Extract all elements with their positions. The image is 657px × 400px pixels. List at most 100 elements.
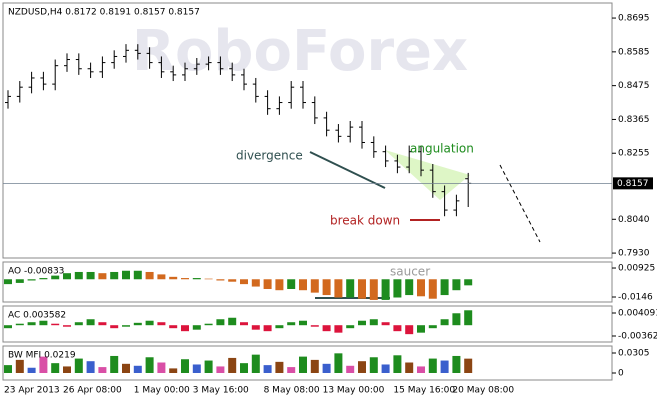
bar (98, 322, 107, 326)
bar (417, 279, 425, 297)
bar (63, 325, 71, 327)
bar (310, 359, 319, 373)
bar (369, 319, 378, 326)
y-tick-label: 0.8585 (618, 47, 650, 57)
bar (358, 361, 366, 373)
projection-line (499, 164, 541, 243)
y-tick-label: 0.004091 (618, 309, 657, 319)
bar (251, 354, 260, 373)
bar (133, 322, 142, 326)
bar (464, 358, 473, 373)
y-tick-label: -0.00362 (618, 332, 657, 342)
bar (145, 271, 154, 280)
bar (464, 310, 473, 326)
angulation-area (385, 150, 470, 200)
bar (4, 325, 12, 329)
bar (86, 361, 95, 373)
y-tick-label: 0.8475 (618, 81, 650, 91)
x-tick-label: 8 May 08:00 (264, 386, 320, 396)
bar (440, 279, 449, 296)
bar (275, 361, 284, 373)
bar (204, 323, 213, 326)
y-tick-label: 0.8040 (618, 215, 650, 225)
bar (287, 367, 296, 373)
panel (2, 261, 613, 303)
bar (133, 270, 142, 280)
y-tick-label: -0.0146 (618, 293, 653, 303)
bar (228, 357, 237, 373)
bar (27, 279, 36, 281)
panel (2, 345, 613, 381)
bar (86, 319, 95, 326)
y-tick-label: 0.8365 (618, 115, 650, 125)
annotation: divergence (236, 149, 303, 163)
x-tick-label: 13 May 00:00 (323, 386, 385, 396)
bar (240, 279, 248, 285)
bar (27, 367, 36, 373)
bar (181, 325, 189, 332)
bar (405, 279, 414, 296)
bar (157, 322, 166, 326)
bar (440, 319, 449, 326)
panel-title: AO -0.00833 (8, 267, 64, 277)
bar (74, 322, 83, 326)
bar (51, 275, 60, 280)
bar (240, 322, 248, 326)
bar (263, 365, 272, 373)
bar (4, 279, 12, 285)
bar (381, 364, 390, 373)
bar (4, 365, 12, 373)
x-tick-label: 1 May 00:00 (134, 386, 190, 396)
annotation: saucer (390, 265, 430, 279)
bar (157, 274, 166, 280)
bar (216, 366, 225, 373)
bar (192, 364, 201, 373)
bar (369, 279, 378, 300)
bar (39, 356, 48, 373)
bar (15, 359, 24, 373)
y-tick-label: 0.8255 (618, 149, 650, 159)
bar (417, 325, 425, 333)
bar (192, 278, 201, 280)
bar (381, 322, 390, 326)
bar (110, 325, 119, 329)
bar (334, 279, 343, 298)
bar (405, 362, 414, 373)
bar (27, 322, 36, 326)
bar (299, 279, 307, 291)
bar (393, 325, 402, 332)
bar (275, 325, 284, 329)
bar (452, 279, 461, 291)
bar (417, 366, 425, 373)
bar (74, 271, 83, 280)
bar (299, 320, 307, 326)
panel (2, 305, 613, 343)
bar (122, 325, 130, 327)
bar (39, 320, 48, 326)
bar (358, 320, 366, 326)
bar (334, 353, 343, 373)
bar (204, 278, 213, 280)
bar (74, 358, 83, 373)
bar (169, 276, 178, 280)
annotation: break down (330, 214, 400, 228)
bar (464, 279, 473, 286)
price-label: 0.8157 (617, 179, 649, 189)
bar (110, 355, 119, 373)
bar (334, 325, 343, 333)
bar (157, 362, 166, 373)
bar (405, 325, 414, 335)
bar (322, 325, 331, 332)
bar (86, 271, 95, 280)
bar (15, 323, 24, 326)
bar (216, 279, 225, 281)
bar (428, 325, 437, 329)
bar (346, 279, 355, 298)
bar (440, 360, 449, 373)
panel-title: NZDUSD,H4 0.8172 0.8191 0.8157 0.8157 (8, 8, 200, 18)
bar (275, 279, 284, 291)
bar (428, 279, 437, 299)
bar (169, 368, 178, 373)
